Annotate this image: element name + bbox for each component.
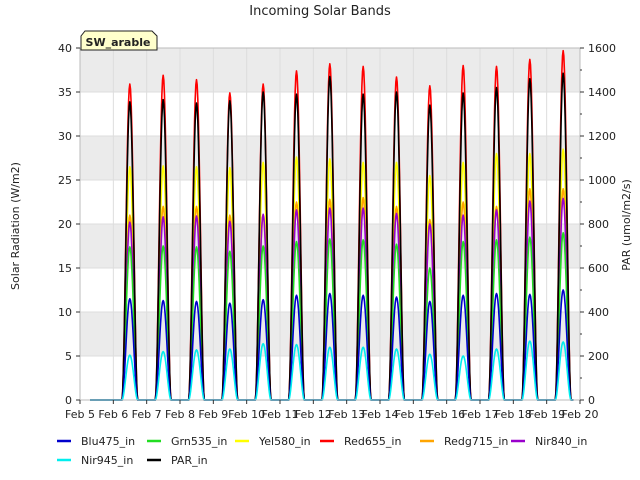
x-tick-label: Feb 6 <box>98 408 128 421</box>
x-tick-label: Feb 17 <box>462 408 499 421</box>
y-tick-label: 10 <box>58 306 72 319</box>
x-tick-label: Feb 12 <box>295 408 332 421</box>
y-tick-label: 15 <box>58 262 72 275</box>
y-tick-label: 40 <box>58 42 72 55</box>
annotation-box: SW_arable <box>80 30 158 51</box>
y2-tick-label: 0 <box>588 394 595 407</box>
x-tick-label: Feb 20 <box>562 408 599 421</box>
plot-band <box>80 136 580 180</box>
x-tick-label: Feb 9 <box>198 408 228 421</box>
x-tick-label: Feb 15 <box>395 408 432 421</box>
y-tick-label: 35 <box>58 86 72 99</box>
y2-axis-label: PAR (umol/m2/s) <box>620 179 633 271</box>
x-tick-label: Feb 16 <box>428 408 465 421</box>
legend-label-grn535_in: Grn535_in <box>171 435 227 448</box>
annotation-label: SW_arable <box>86 36 151 49</box>
x-tick-label: Feb 19 <box>528 408 565 421</box>
x-tick-label: Feb 18 <box>495 408 532 421</box>
y2-tick-label: 1400 <box>588 86 616 99</box>
plot-band <box>80 312 580 356</box>
legend-label-blu475_in: Blu475_in <box>81 435 135 448</box>
legend-label-yel580_in: Yel580_in <box>258 435 311 448</box>
y-tick-label: 20 <box>58 218 72 231</box>
x-tick-label: Feb 14 <box>362 408 399 421</box>
x-tick-label: Feb 8 <box>165 408 195 421</box>
legend-label-red655_in: Red655_in <box>344 435 401 448</box>
y2-tick-label: 200 <box>588 350 609 363</box>
y-tick-label: 5 <box>65 350 72 363</box>
x-tick-label: Feb 5 <box>65 408 95 421</box>
y2-tick-label: 1600 <box>588 42 616 55</box>
legend-label-nir840_in: Nir840_in <box>535 435 587 448</box>
plot-band <box>80 224 580 268</box>
legend-label-nir945_in: Nir945_in <box>81 454 133 467</box>
y-axis-label: Solar Radiation (W/m2) <box>9 162 22 290</box>
chart-title: Incoming Solar Bands <box>249 4 391 19</box>
x-tick-label: Feb 11 <box>262 408 299 421</box>
y2-tick-label: 800 <box>588 218 609 231</box>
y-axis-right: 0 200 400 600 800 1000 1200 1400 1600 <box>580 42 616 407</box>
y-tick-label: 25 <box>58 174 72 187</box>
legend: Blu475_in Grn535_in Yel580_in Red655_in Redg… <box>57 435 587 467</box>
x-tick-label: Feb 10 <box>228 408 265 421</box>
legend-label-par_in: PAR_in <box>171 454 208 467</box>
y-tick-label: 0 <box>65 394 72 407</box>
x-tick-label: Feb 13 <box>328 408 365 421</box>
x-tick-label: Feb 7 <box>132 408 162 421</box>
y-axis-left: 0 5 10 15 20 25 30 35 40 <box>58 42 80 407</box>
y-tick-label: 30 <box>58 130 72 143</box>
y2-tick-label: 600 <box>588 262 609 275</box>
y2-tick-label: 1200 <box>588 130 616 143</box>
legend-label-redg715_in: Redg715_in <box>444 435 508 448</box>
annotation-background <box>80 30 158 51</box>
y2-tick-label: 1000 <box>588 174 616 187</box>
y2-tick-label: 400 <box>588 306 609 319</box>
